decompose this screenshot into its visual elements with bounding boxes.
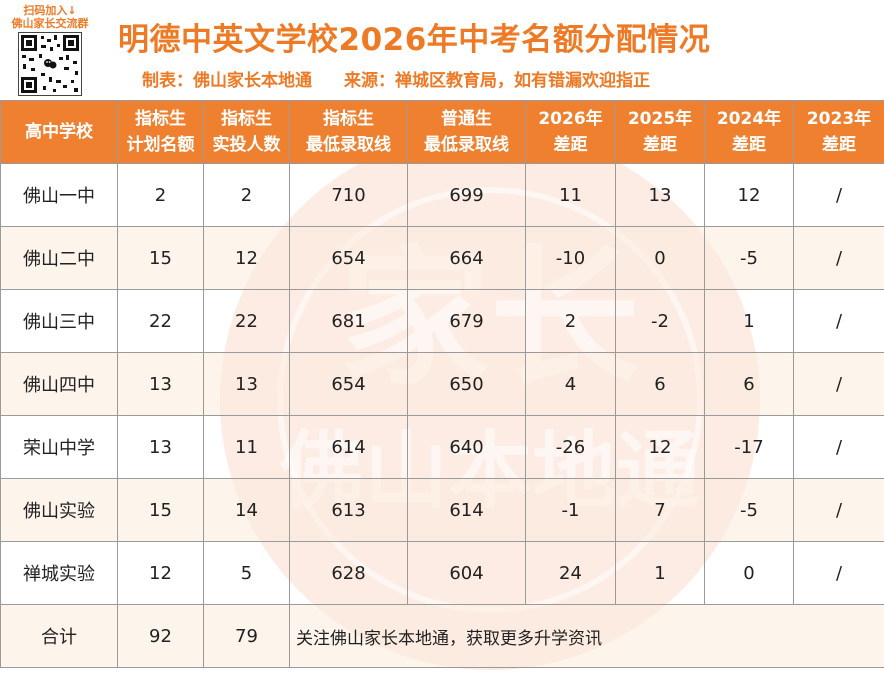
cell-actual: 13 xyxy=(204,353,290,416)
cell-plan: 13 xyxy=(118,416,204,479)
cell-gap-2023: / xyxy=(794,542,884,605)
cell-quota-line: 654 xyxy=(290,227,408,290)
table-row: 佛山二中 15 12 654 664 -10 0 -5 / xyxy=(1,227,884,290)
cell-gap-2024: -5 xyxy=(705,227,794,290)
qr-caption-join: 扫码加入↓ xyxy=(8,4,92,17)
cell-actual: 5 xyxy=(204,542,290,605)
cell-quota-line: 614 xyxy=(290,416,408,479)
col-header-plan: 指标生计划名额 xyxy=(118,101,204,164)
cell-total-actual: 79 xyxy=(204,605,290,668)
cell-plan: 15 xyxy=(118,479,204,542)
cell-gap-2025: 1 xyxy=(616,542,705,605)
cell-gap-2026: 11 xyxy=(526,164,616,227)
col-header-general-line: 普通生最低录取线 xyxy=(408,101,526,164)
cell-gap-2023: / xyxy=(794,164,884,227)
cell-gap-2023: / xyxy=(794,227,884,290)
cell-school: 佛山实验 xyxy=(1,479,118,542)
cell-gap-2024: 1 xyxy=(705,290,794,353)
cell-actual: 11 xyxy=(204,416,290,479)
col-header-actual: 指标生实投人数 xyxy=(204,101,290,164)
cell-gap-2024: 12 xyxy=(705,164,794,227)
qr-code-graphic xyxy=(19,33,81,95)
cell-general-line: 640 xyxy=(408,416,526,479)
cell-gap-2025: -2 xyxy=(616,290,705,353)
cell-total-label: 合计 xyxy=(1,605,118,668)
cell-school: 佛山一中 xyxy=(1,164,118,227)
col-header-quota-line: 指标生最低录取线 xyxy=(290,101,408,164)
col-header-gap-2025: 2025年差距 xyxy=(616,101,705,164)
cell-quota-line: 613 xyxy=(290,479,408,542)
cell-gap-2025: 12 xyxy=(616,416,705,479)
cell-actual: 14 xyxy=(204,479,290,542)
cell-total-plan: 92 xyxy=(118,605,204,668)
cell-quota-line: 654 xyxy=(290,353,408,416)
qr-code-image[interactable] xyxy=(18,32,82,96)
qr-code-panel: 扫码加入↓ 佛山家长交流群 xyxy=(8,4,92,98)
cell-actual: 2 xyxy=(204,164,290,227)
table-row: 佛山实验 15 14 613 614 -1 7 -5 / xyxy=(1,479,884,542)
col-header-school: 高中学校 xyxy=(1,101,118,164)
cell-general-line: 664 xyxy=(408,227,526,290)
cell-general-line: 699 xyxy=(408,164,526,227)
cell-gap-2023: / xyxy=(794,353,884,416)
cell-school: 荣山中学 xyxy=(1,416,118,479)
col-header-gap-2023: 2023年差距 xyxy=(794,101,884,164)
cell-general-line: 604 xyxy=(408,542,526,605)
cell-quota-line: 628 xyxy=(290,542,408,605)
cell-quota-line: 681 xyxy=(290,290,408,353)
cell-plan: 15 xyxy=(118,227,204,290)
source-credit: 来源：禅城区教育局，如有错漏欢迎指正 xyxy=(344,71,650,91)
page-title: 明德中英文学校2026年中考名额分配情况 xyxy=(118,14,710,59)
table-row: 禅城实验 12 5 628 604 24 1 0 / xyxy=(1,542,884,605)
col-header-gap-2024: 2024年差距 xyxy=(705,101,794,164)
cell-gap-2026: 2 xyxy=(526,290,616,353)
cell-gap-2023: / xyxy=(794,479,884,542)
cell-general-line: 614 xyxy=(408,479,526,542)
cell-school: 佛山三中 xyxy=(1,290,118,353)
table-row: 佛山三中 22 22 681 679 2 -2 1 / xyxy=(1,290,884,353)
cell-plan: 13 xyxy=(118,353,204,416)
cell-gap-2024: 6 xyxy=(705,353,794,416)
cell-gap-2024: -5 xyxy=(705,479,794,542)
cell-total-note: 关注佛山家长本地通，获取更多升学资讯 xyxy=(290,605,884,668)
cell-gap-2025: 13 xyxy=(616,164,705,227)
cell-gap-2023: / xyxy=(794,416,884,479)
cell-plan: 12 xyxy=(118,542,204,605)
qr-caption-group: 佛山家长交流群 xyxy=(8,17,92,30)
cell-plan: 22 xyxy=(118,290,204,353)
table-row: 荣山中学 13 11 614 640 -26 12 -17 / xyxy=(1,416,884,479)
cell-quota-line: 710 xyxy=(290,164,408,227)
cell-gap-2023: / xyxy=(794,290,884,353)
table-total-row: 合计 92 79 关注佛山家长本地通，获取更多升学资讯 xyxy=(1,605,884,668)
col-header-gap-2026: 2026年差距 xyxy=(526,101,616,164)
quota-table: 高中学校 指标生计划名额 指标生实投人数 指标生最低录取线 普通生最低录取线 2… xyxy=(0,100,884,668)
cell-gap-2026: -26 xyxy=(526,416,616,479)
page-subtitle: 制表：佛山家长本地通 来源：禅城区教育局，如有错漏欢迎指正 xyxy=(142,66,650,91)
cell-actual: 22 xyxy=(204,290,290,353)
cell-school: 禅城实验 xyxy=(1,542,118,605)
cell-gap-2024: 0 xyxy=(705,542,794,605)
maker-credit: 制表：佛山家长本地通 xyxy=(142,71,312,91)
page-header: 扫码加入↓ 佛山家长交流群 明德中英文学校2026年中考名额分配情况 xyxy=(0,0,884,100)
cell-general-line: 679 xyxy=(408,290,526,353)
table-header-row: 高中学校 指标生计划名额 指标生实投人数 指标生最低录取线 普通生最低录取线 2… xyxy=(1,101,884,164)
cell-school: 佛山二中 xyxy=(1,227,118,290)
cell-gap-2025: 6 xyxy=(616,353,705,416)
cell-actual: 12 xyxy=(204,227,290,290)
table-row: 佛山一中 2 2 710 699 11 13 12 / xyxy=(1,164,884,227)
cell-gap-2025: 7 xyxy=(616,479,705,542)
table-row: 佛山四中 13 13 654 650 4 6 6 / xyxy=(1,353,884,416)
cell-plan: 2 xyxy=(118,164,204,227)
cell-gap-2026: -1 xyxy=(526,479,616,542)
cell-gap-2024: -17 xyxy=(705,416,794,479)
cell-gap-2026: 24 xyxy=(526,542,616,605)
cell-gap-2026: -10 xyxy=(526,227,616,290)
cell-gap-2026: 4 xyxy=(526,353,616,416)
cell-gap-2025: 0 xyxy=(616,227,705,290)
cell-general-line: 650 xyxy=(408,353,526,416)
cell-school: 佛山四中 xyxy=(1,353,118,416)
